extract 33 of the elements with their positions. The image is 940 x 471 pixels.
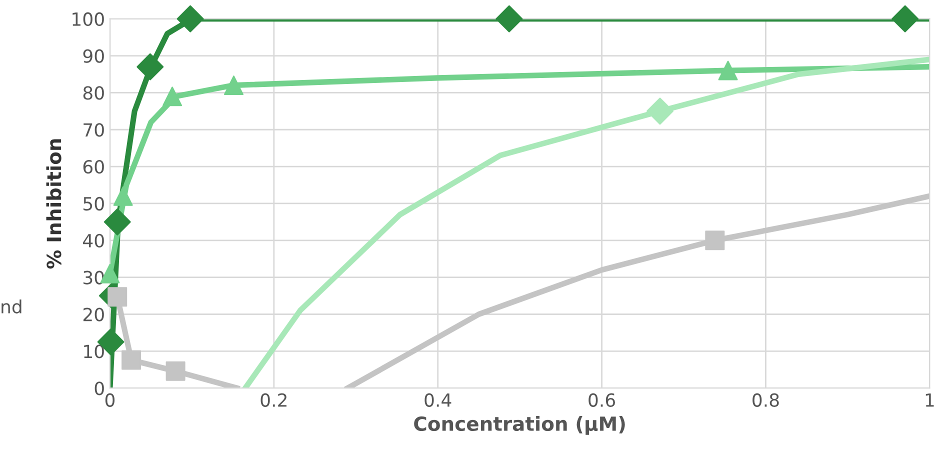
point: [108, 287, 128, 307]
y-tick-label: 10: [84, 344, 104, 358]
point: [705, 230, 725, 250]
y-tick-label: 100: [72, 12, 104, 26]
point: [646, 98, 674, 125]
x-tick-label: 0.8: [752, 393, 779, 407]
y-tick-label: 60: [83, 160, 104, 174]
point: [104, 208, 131, 236]
y-tick-label: 0: [94, 382, 104, 396]
y-tick-label: 20: [83, 308, 104, 322]
y-tick-label: 80: [83, 86, 104, 100]
point: [166, 361, 186, 381]
y-tick-label: 50: [84, 196, 104, 211]
point: [176, 5, 204, 32]
x-tick-label: 0.2: [260, 393, 286, 407]
point: [122, 350, 142, 370]
point: [892, 5, 919, 32]
point: [224, 76, 244, 96]
y-axis-title: % Inhibition: [46, 139, 62, 269]
x-tick-label: 0.4: [424, 393, 452, 407]
y-tick-label: 40: [83, 234, 104, 248]
point: [162, 86, 182, 106]
x-axis-title: Concentration (µM): [414, 416, 625, 435]
text: nd: [2, 299, 22, 314]
x-tick-label: 0: [105, 393, 115, 407]
point: [113, 186, 133, 206]
y-tick-label: 70: [84, 123, 104, 137]
point: [496, 5, 523, 32]
y-tick-label: 90: [83, 49, 104, 63]
x-tick-label: 0.6: [588, 393, 616, 407]
x-tick-label: 1: [926, 394, 934, 407]
point: [136, 53, 164, 80]
point: [718, 60, 738, 80]
